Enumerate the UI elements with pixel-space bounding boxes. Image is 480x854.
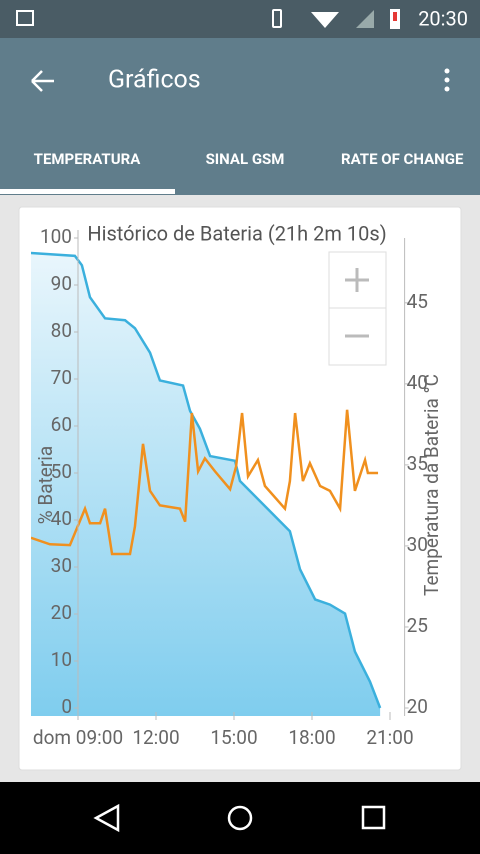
x-tick-label: 15:00 <box>210 726 257 749</box>
y-tick-label: 90 <box>51 272 72 295</box>
y2-tick-label: 25 <box>407 614 428 637</box>
y-tick-label: 10 <box>51 648 72 671</box>
wifi-icon <box>311 12 339 28</box>
nav-back[interactable] <box>93 803 120 833</box>
y-tick-label: 60 <box>51 413 72 436</box>
x-tick-label: 12:00 <box>132 726 179 749</box>
tab[interactable]: TEMPERATURA <box>34 150 142 168</box>
y2-tick-label: 30 <box>407 533 428 556</box>
zoom-in[interactable] <box>345 268 369 292</box>
x-tick-label: 18:00 <box>288 726 335 749</box>
y-tick-label: 100 <box>40 225 72 248</box>
y2-axis-label: Temperatura da Bateria °C <box>420 374 443 596</box>
area <box>31 253 381 716</box>
tab-indicator <box>0 189 175 194</box>
clock: 20:30 <box>418 6 468 30</box>
toolbar <box>0 38 480 195</box>
tab[interactable]: SINAL GSM <box>206 150 285 168</box>
line <box>31 251 382 709</box>
y-tick-label: 70 <box>51 366 72 389</box>
nav-recent[interactable] <box>361 805 386 830</box>
y2-tick-label: 40 <box>407 371 428 394</box>
y-tick-label: 0 <box>61 695 72 718</box>
back-button[interactable] <box>31 70 54 92</box>
y-tick-label: 80 <box>51 319 72 342</box>
y2-tick-label: 35 <box>407 452 428 475</box>
y2-tick-label: 20 <box>407 695 428 718</box>
y-axis-label: % Bateria <box>34 446 57 525</box>
status-bar <box>0 0 480 38</box>
battery-alert <box>393 12 397 21</box>
nav-home[interactable] <box>227 805 253 831</box>
nav-bar <box>0 782 480 854</box>
x-tick-label: 21:00 <box>366 726 413 749</box>
y-tick-label: 20 <box>51 601 72 624</box>
toolbar-title: Gráficos <box>108 66 201 95</box>
y-tick-label: 40 <box>51 507 72 530</box>
x-tick-label: dom 09:00 <box>33 726 123 749</box>
vibrate-icon <box>272 9 282 28</box>
y-tick-label: 30 <box>51 554 72 577</box>
chart-title: Histórico de Bateria (21h 2m 10s) <box>87 221 386 245</box>
tab[interactable]: RATE OF CHANGE <box>341 150 464 168</box>
status-icon <box>16 10 34 26</box>
line <box>31 409 379 556</box>
y2-tick-label: 45 <box>407 290 428 313</box>
signal-icon <box>356 10 374 28</box>
y-tick-label: 50 <box>51 460 72 483</box>
overflow-menu[interactable] <box>444 68 450 92</box>
